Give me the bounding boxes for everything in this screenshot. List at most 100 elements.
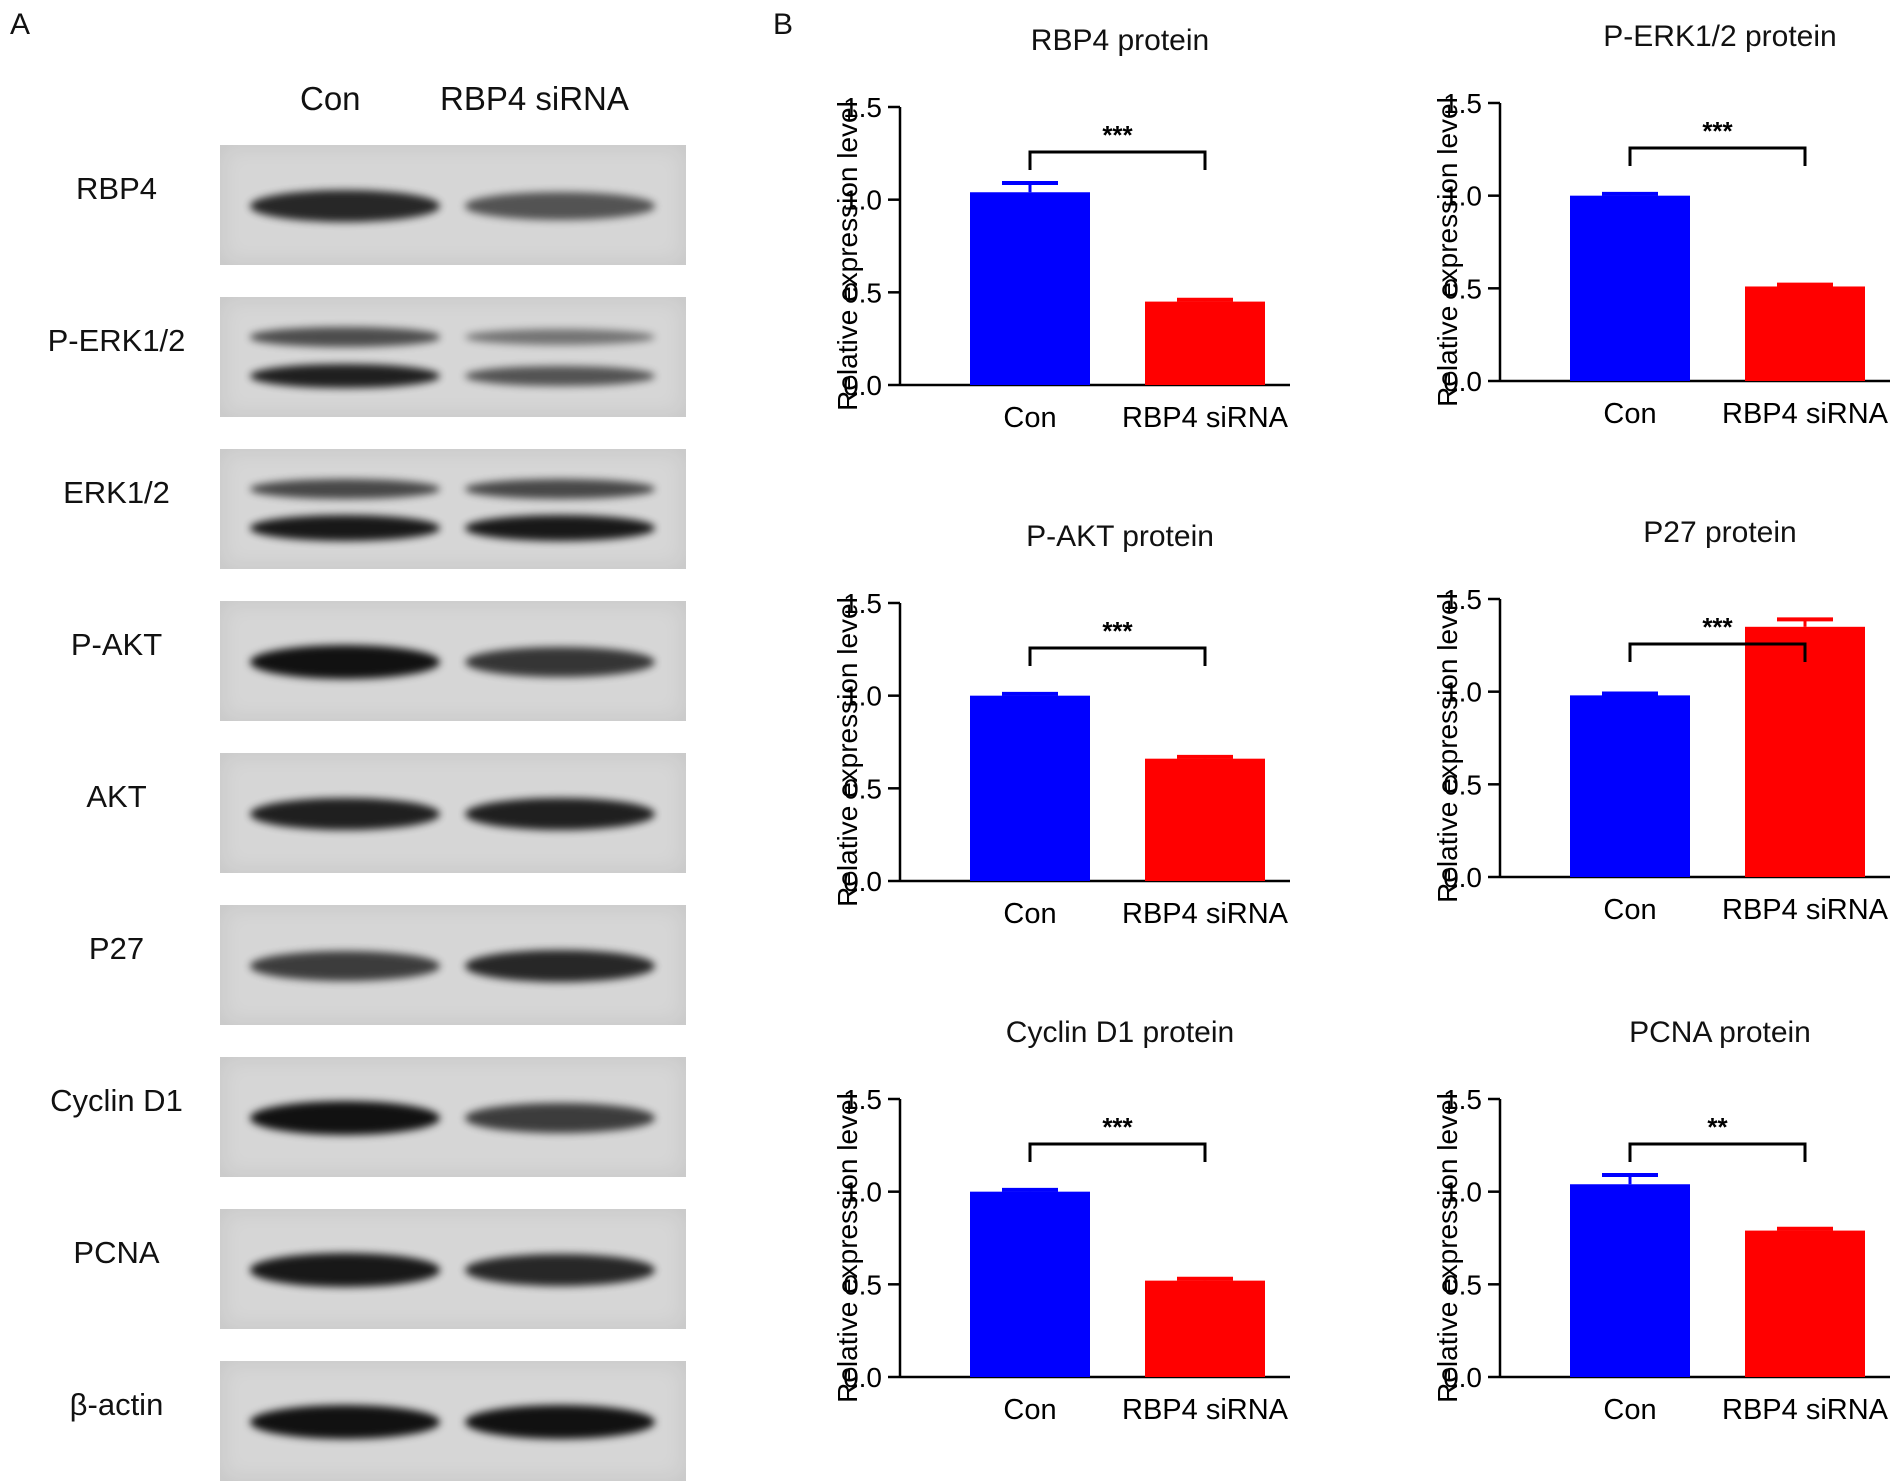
y-tick-label: 1.0 [1443, 1177, 1482, 1208]
y-tick-label: 1.0 [1443, 677, 1482, 708]
x-tick-label: Con [1603, 398, 1656, 430]
bar-con [970, 1191, 1090, 1377]
y-axis-label: Relative expression level [1432, 1093, 1463, 1403]
significance-label: *** [1702, 612, 1733, 642]
y-tick-label: 0.0 [843, 370, 882, 401]
y-tick-label: 0.5 [843, 1269, 882, 1300]
chart-title: PCNA protein [1629, 1016, 1811, 1049]
bar-con [970, 695, 1090, 881]
blot-band-con [250, 327, 440, 347]
y-tick-label: 0.5 [1443, 273, 1482, 304]
blot-strip [220, 753, 686, 873]
blot-band-sirna [465, 365, 655, 387]
significance-label: *** [1702, 116, 1733, 146]
blot-label: P-AKT [70, 627, 163, 662]
bar-sirna [1745, 626, 1865, 877]
x-tick-label: RBP4 siRNA [1722, 398, 1889, 430]
x-tick-label: Con [1003, 402, 1056, 434]
blot-strip [220, 905, 686, 1025]
bar-sirna [1145, 301, 1265, 385]
bar-con [1570, 695, 1690, 877]
x-tick-label: Con [1003, 1394, 1056, 1426]
chart-pcna: PCNA protein 0.0 0.5 1.0 1.5 Relative expres… [1420, 1012, 1902, 1482]
y-tick-label: 1.0 [843, 681, 882, 712]
y-tick-label: 0.0 [843, 866, 882, 897]
chart-p27: P27 protein 0.0 0.5 1.0 1.5 Relative express… [1420, 512, 1902, 982]
blot-band-con [250, 1101, 440, 1135]
blot-strip [220, 1361, 686, 1481]
blot-band-sirna [465, 797, 655, 831]
y-tick-label: 0.0 [1443, 366, 1482, 397]
bar-sirna [1745, 1230, 1865, 1377]
x-tick-label: RBP4 siRNA [1722, 1394, 1889, 1426]
blot-label: β-actin [69, 1387, 164, 1422]
chart-title: P27 protein [1643, 516, 1797, 549]
y-tick-label: 1.5 [843, 92, 882, 123]
bar-sirna [1145, 758, 1265, 881]
y-axis-label: Relative expression level [832, 1093, 863, 1403]
blot-band-con [250, 951, 440, 981]
significance-bracket [1028, 646, 1207, 666]
y-tick-label: 1.0 [843, 185, 882, 216]
significance-bracket [1628, 1142, 1807, 1162]
blot-band-sirna [465, 515, 655, 541]
significance-bracket [1628, 642, 1807, 662]
chart-title: P-ERK1/2 protein [1603, 20, 1837, 53]
x-tick-label: RBP4 siRNA [1722, 894, 1889, 926]
chart-cyclin-d1: Cyclin D1 protein 0.0 0.5 1.0 1.5 Relative e… [820, 1012, 1420, 1482]
blot-band-con [250, 479, 440, 499]
blot-strip [220, 449, 686, 569]
y-tick-label: 1.0 [1443, 181, 1482, 212]
blot-band-sirna [465, 1405, 655, 1439]
blot-strip [220, 1057, 686, 1177]
y-tick-label: 1.5 [843, 588, 882, 619]
x-tick-label: RBP4 siRNA [1122, 898, 1289, 930]
chart-p-erk: P-ERK1/2 protein 0.0 0.5 1.0 1.5 Relative ex… [1420, 16, 1902, 486]
blot-strip [220, 297, 686, 417]
significance-bracket [1028, 1142, 1207, 1162]
y-axis-label: Relative expression level [1432, 593, 1463, 903]
blot-band-sirna [465, 1103, 655, 1133]
panel-letter-b: B [773, 8, 794, 41]
bar-con [970, 192, 1090, 385]
blot-label: RBP4 [76, 171, 157, 206]
blot-band-con [250, 363, 440, 389]
blot-label: Cyclin D1 [50, 1083, 183, 1118]
y-tick-label: 0.5 [1443, 769, 1482, 800]
x-tick-label: Con [1603, 894, 1656, 926]
blot-band-con [250, 1405, 440, 1439]
chart-rbp4: RBP4 protein 0.0 0.5 1.0 1.5 Relative expres… [820, 20, 1420, 490]
y-tick-label: 0.0 [1443, 1362, 1482, 1393]
y-tick-label: 1.0 [843, 1177, 882, 1208]
blot-band-con [250, 515, 440, 541]
blot-label: ERK1/2 [63, 475, 170, 510]
y-tick-label: 1.5 [843, 1084, 882, 1115]
y-tick-label: 0.5 [843, 277, 882, 308]
blot-label: P27 [88, 931, 145, 966]
bar-sirna [1145, 1280, 1265, 1377]
y-tick-label: 1.5 [1443, 1084, 1482, 1115]
significance-bracket [1628, 146, 1807, 166]
chart-title: Cyclin D1 protein [1005, 1016, 1235, 1049]
y-axis-label: Relative expression level [832, 597, 863, 907]
blot-label: PCNA [73, 1235, 160, 1270]
y-tick-label: 0.0 [1443, 862, 1482, 893]
bar-sirna [1745, 286, 1865, 381]
blot-band-sirna [465, 646, 655, 678]
blot-band-con [250, 797, 440, 831]
blot-label: AKT [86, 779, 147, 814]
blot-band-con [250, 190, 440, 222]
blot-strip [220, 1209, 686, 1329]
blot-strip [220, 145, 686, 265]
significance-label: *** [1102, 120, 1133, 150]
chart-title: RBP4 protein [1030, 24, 1210, 57]
blot-band-sirna [465, 950, 655, 982]
significance-label: *** [1102, 1112, 1133, 1142]
blot-band-sirna [465, 1254, 655, 1286]
bar-con [1570, 1184, 1690, 1377]
